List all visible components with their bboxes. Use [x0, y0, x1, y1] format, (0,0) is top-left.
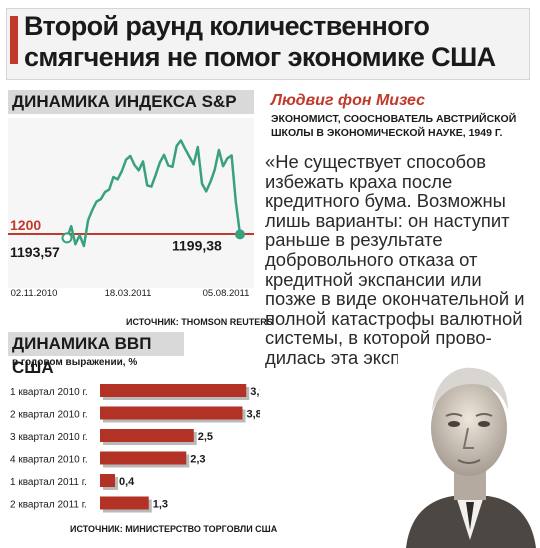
- end-point-marker: [235, 229, 245, 240]
- x-tick-label: 02.11.2010: [11, 288, 58, 299]
- category-label: 1 квартал 2011 г.: [10, 477, 87, 488]
- bar-value-label: 3,9: [250, 386, 260, 398]
- category-label: 1 квартал 2010 г.: [10, 387, 88, 398]
- gdp-bar: [100, 474, 115, 487]
- reference-line-label: 1200: [10, 217, 41, 233]
- x-tick-label: 05.08.2011: [203, 288, 250, 299]
- sp500-plot-area: [8, 118, 254, 288]
- quote-text: «Не существует способов избежать краха п…: [265, 151, 525, 368]
- bar-value-label: 0,4: [119, 476, 135, 488]
- end-value-label: 1199,38: [172, 237, 222, 253]
- quote-author: Людвиг фон Мизес: [271, 92, 426, 109]
- gdp-bar: [100, 384, 247, 397]
- sp500-chart: 1200 1193,57 1199,38 02.11.2010 18.03.2011 05…: [8, 118, 254, 299]
- sp500-line: [65, 139, 242, 248]
- start-point-marker: [61, 232, 73, 244]
- category-label: 4 квартал 2010 г.: [10, 455, 88, 466]
- portrait-photo: [398, 350, 540, 548]
- quote-role: ЭКОНОМИСТ, СООСНОВАТЕЛЬ АВСТРИЙСКОЙ ШКОЛ…: [271, 113, 517, 139]
- gdp-bar: [100, 406, 243, 420]
- title-box: [6, 8, 530, 80]
- sp500-header: ДИНАМИКА ИНДЕКСА S&P 500: [8, 90, 254, 135]
- category-label: 2 квартал 2010 г.: [10, 410, 88, 421]
- gdp-chart: 1 квартал 2010 г. 3,9 2 квартал 2010 г. 3,8…: [10, 384, 261, 513]
- x-tick-label: 18.03.2011: [105, 288, 152, 299]
- gdp-bar: [100, 429, 194, 442]
- gdp-source: ИСТОЧНИК: МИНИСТЕРСТВО ТОРГОВЛИ США: [70, 524, 278, 534]
- bar-value-label: 3,8: [247, 409, 261, 421]
- sp500-source: ИСТОЧНИК: THOMSON REUTERS: [126, 317, 273, 327]
- title-accent-bar: [10, 16, 18, 64]
- gdp-bar: [100, 451, 187, 465]
- gdp-bar: [100, 496, 149, 510]
- bar-value-label: 1,3: [153, 499, 168, 511]
- page-title: Второй раунд количественного смягчения н…: [24, 11, 496, 72]
- gdp-subtitle: в годовом выражении, %: [12, 357, 138, 368]
- category-label: 2 квартал 2011 г.: [10, 500, 87, 511]
- bar-value-label: 2,3: [190, 454, 205, 466]
- category-label: 3 квартал 2010 г.: [10, 432, 88, 443]
- gdp-header: ДИНАМИКА ВВП США: [8, 332, 184, 377]
- start-value-label: 1193,57: [10, 244, 60, 260]
- bar-value-label: 2,5: [198, 431, 213, 443]
